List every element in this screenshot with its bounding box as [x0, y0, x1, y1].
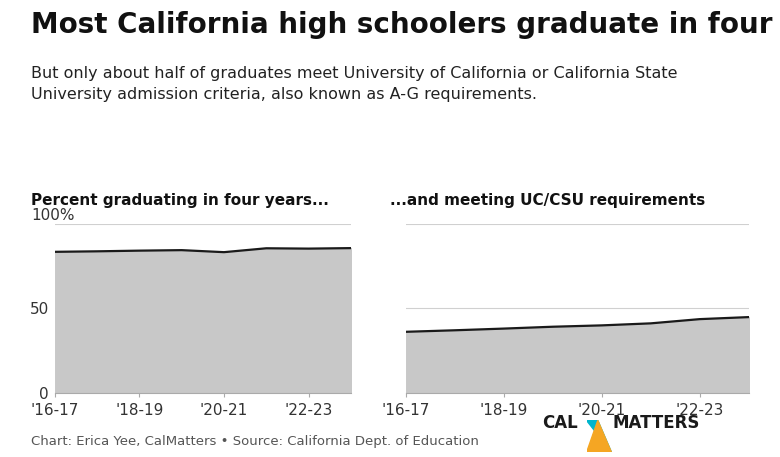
Text: Percent graduating in four years...: Percent graduating in four years... — [31, 193, 329, 208]
Text: CAL: CAL — [542, 414, 578, 432]
Polygon shape — [587, 420, 612, 452]
Text: MATTERS: MATTERS — [612, 414, 700, 432]
Text: ...and meeting UC/CSU requirements: ...and meeting UC/CSU requirements — [390, 193, 705, 208]
Polygon shape — [587, 420, 612, 452]
Text: Most California high schoolers graduate in four years: Most California high schoolers graduate … — [31, 11, 780, 39]
Text: Chart: Erica Yee, CalMatters • Source: California Dept. of Education: Chart: Erica Yee, CalMatters • Source: C… — [31, 435, 479, 448]
Text: 100%: 100% — [31, 208, 75, 223]
Text: But only about half of graduates meet University of California or California Sta: But only about half of graduates meet Un… — [31, 66, 678, 102]
